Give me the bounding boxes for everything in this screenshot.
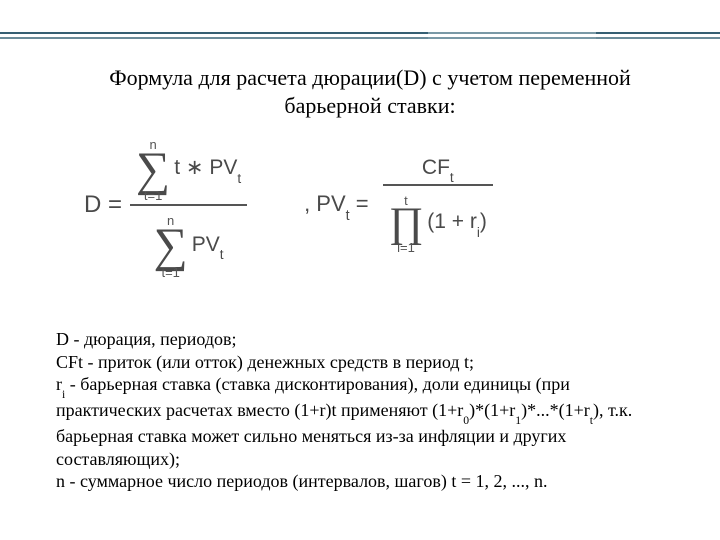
- pv-denominator-after: ): [480, 210, 487, 233]
- denominator-expr: PV: [192, 233, 220, 256]
- definition-line: ri - барьерная ставка (ставка дисконтиро…: [56, 373, 672, 470]
- formula-lhs: D =: [84, 191, 130, 219]
- main-fraction: n ∑ t=1 t ∗ PVt n ∑: [130, 132, 247, 279]
- definition-line: D - дюрация, периодов;: [56, 328, 672, 351]
- product-symbol: t ∏ i=1: [389, 194, 424, 254]
- sum-symbol-numerator: n ∑ t=1: [136, 138, 170, 202]
- duration-formula: D = n ∑ t=1 t ∗ PVt: [84, 132, 604, 279]
- formula-separator: , PVt =: [247, 165, 383, 246]
- pv-fraction: CFt t ∏ i=1 (1 + ri): [383, 157, 493, 254]
- pv-numerator: CF: [422, 156, 450, 179]
- definitions-block: D - дюрация, периодов; CFt - приток (или…: [56, 328, 672, 493]
- numerator-expr: t ∗ PV: [174, 156, 237, 179]
- definition-line: CFt - приток (или отток) денежных средст…: [56, 351, 672, 374]
- slide: Формула для расчета дюрации(D) с учетом …: [0, 0, 720, 540]
- pv-denominator-before: (1 + r: [427, 210, 477, 233]
- sum-symbol-denominator: n ∑ t=1: [154, 214, 188, 278]
- definition-line: n - суммарное число периодов (интервалов…: [56, 470, 672, 493]
- slide-title: Формула для расчета дюрации(D) с учетом …: [60, 64, 680, 119]
- decorative-top-rule: [0, 32, 720, 46]
